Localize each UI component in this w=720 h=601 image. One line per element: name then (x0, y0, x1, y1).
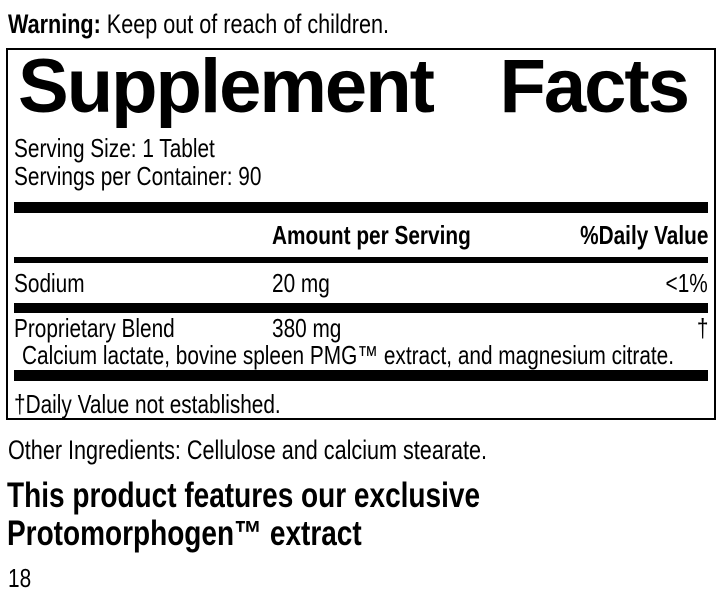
panel-title: Supplement Facts (12, 48, 710, 129)
nutrient-daily-value: <1% (665, 267, 708, 298)
divider-bar-header (14, 257, 708, 263)
divider-bar-bottom (14, 370, 708, 381)
other-ingredients-text: Other Ingredients: Cellulose and calcium… (8, 435, 488, 465)
feature-heading-line2-wrap: Protomorphogen™ extract (7, 515, 720, 553)
cell: <1% (655, 268, 708, 299)
supplement-facts-panel: Supplement Facts Serving Size: 1 Tablet … (6, 48, 716, 420)
warning-label: Warning: (8, 9, 101, 39)
header-cell: Amount per Serving (272, 220, 548, 251)
divider-bar-thick-top (14, 202, 708, 213)
divider-bar-sodium (14, 303, 708, 313)
feature-heading-line2: Protomorphogen™ extract (7, 514, 362, 553)
cell: Sodium (14, 268, 272, 299)
feature-heading-line1: This product features our exclusive (7, 476, 481, 515)
cell: † (694, 313, 708, 344)
table-row-proprietary-blend: Proprietary Blend 380 mg † (12, 313, 710, 344)
warning-line: Warning: Keep out of reach of children. (8, 10, 720, 38)
table-header-row: Amount per Serving %Daily Value (12, 213, 710, 257)
footnote-line: †Daily Value not established. (12, 381, 710, 418)
other-ingredients-line: Other Ingredients: Cellulose and calcium… (8, 436, 720, 464)
warning-message: Keep out of reach of children. (106, 9, 389, 39)
cell: 20 mg (272, 268, 655, 299)
servings-per-container-line: Servings per Container: 90 (12, 162, 710, 190)
nutrient-amount: 20 mg (272, 267, 330, 298)
feature-heading: This product features our exclusive Prot… (7, 477, 720, 553)
amount-per-serving-header: Amount per Serving (272, 219, 471, 250)
nutrient-daily-value-dagger: † (696, 313, 708, 343)
serving-size-line: Serving Size: 1 Tablet (12, 134, 710, 162)
title-word-supplement: Supplement (18, 48, 435, 129)
blend-description: Calcium lactate, bovine spleen PMG™ extr… (22, 340, 675, 370)
nutrient-amount: 380 mg (272, 313, 342, 343)
daily-value-header: %Daily Value (579, 219, 708, 250)
table-row-sodium: Sodium 20 mg <1% (12, 263, 710, 303)
daily-value-footnote: †Daily Value not established. (14, 389, 281, 419)
nutrient-name: Sodium (14, 267, 85, 298)
servings-per-container-text: Servings per Container: 90 (14, 161, 262, 191)
title-word-facts: Facts (499, 48, 690, 129)
cell: 380 mg (272, 313, 694, 344)
page-number-line: 18 (8, 564, 720, 592)
header-cell: %Daily Value (548, 220, 708, 251)
page-number: 18 (8, 563, 32, 593)
nutrient-name: Proprietary Blend (14, 313, 175, 343)
feature-heading-line1-wrap: This product features our exclusive (7, 477, 720, 515)
cell: Proprietary Blend (14, 313, 272, 344)
serving-size-text: Serving Size: 1 Tablet (14, 133, 215, 163)
warning-text: Warning: Keep out of reach of children. (8, 10, 389, 38)
blend-description-line: Calcium lactate, bovine spleen PMG™ extr… (12, 342, 710, 368)
